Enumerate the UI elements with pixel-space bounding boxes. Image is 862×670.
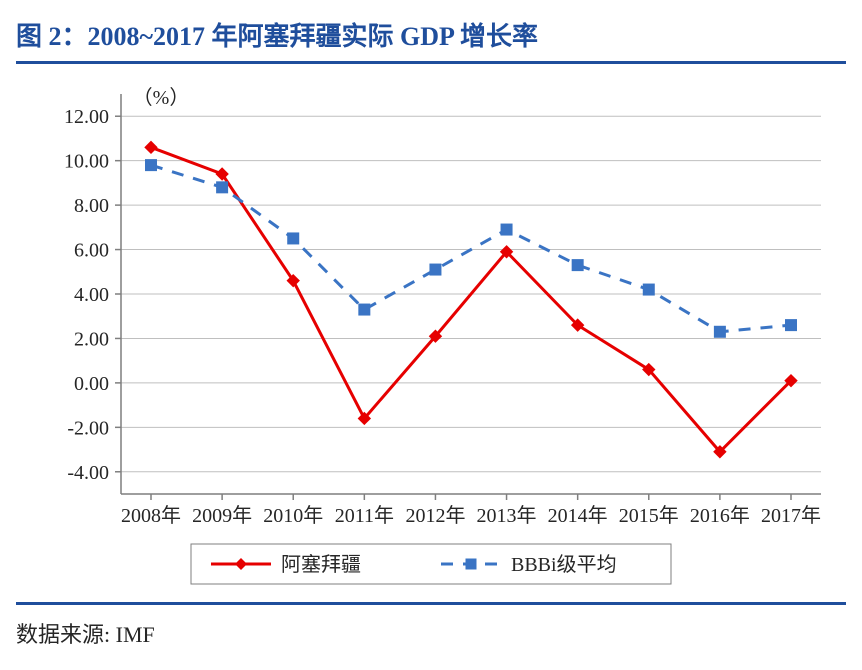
svg-text:（%）: （%） (133, 86, 190, 109)
svg-text:2012年: 2012年 (405, 504, 465, 527)
chart-container: -4.00 -2.00 0.00 2.00 4.00 6.00 8.00 10.00 12.00… (21, 74, 841, 594)
svg-text:阿塞拜疆: 阿塞拜疆 (281, 553, 361, 576)
bottom-rule (16, 602, 846, 605)
svg-text:2015年: 2015年 (619, 504, 679, 527)
svg-text:6.00: 6.00 (74, 240, 109, 262)
svg-text:12.00: 12.00 (64, 106, 109, 128)
svg-text:2010年: 2010年 (263, 504, 323, 527)
svg-text:-4.00: -4.00 (67, 462, 109, 484)
svg-text:2017年: 2017年 (761, 504, 821, 527)
svg-text:2008年: 2008年 (121, 504, 181, 527)
svg-text:2009年: 2009年 (192, 504, 252, 527)
svg-text:BBBi级平均: BBBi级平均 (511, 553, 617, 576)
svg-text:2014年: 2014年 (548, 504, 608, 527)
svg-text:10.00: 10.00 (64, 151, 109, 173)
figure-title: 图 2：2008~2017 年阿塞拜疆实际 GDP 增长率 (16, 12, 846, 61)
svg-text:-2.00: -2.00 (67, 417, 109, 439)
title-rule (16, 61, 846, 64)
svg-text:2016年: 2016年 (690, 504, 750, 527)
svg-text:8.00: 8.00 (74, 195, 109, 217)
svg-text:2011年: 2011年 (335, 504, 394, 527)
line-chart: -4.00 -2.00 0.00 2.00 4.00 6.00 8.00 10.00 12.00… (21, 74, 841, 594)
source-label: 数据来源: IMF (16, 613, 846, 649)
svg-text:0.00: 0.00 (74, 373, 109, 395)
svg-text:4.00: 4.00 (74, 284, 109, 306)
svg-text:2013年: 2013年 (477, 504, 537, 527)
svg-text:2.00: 2.00 (74, 328, 109, 350)
